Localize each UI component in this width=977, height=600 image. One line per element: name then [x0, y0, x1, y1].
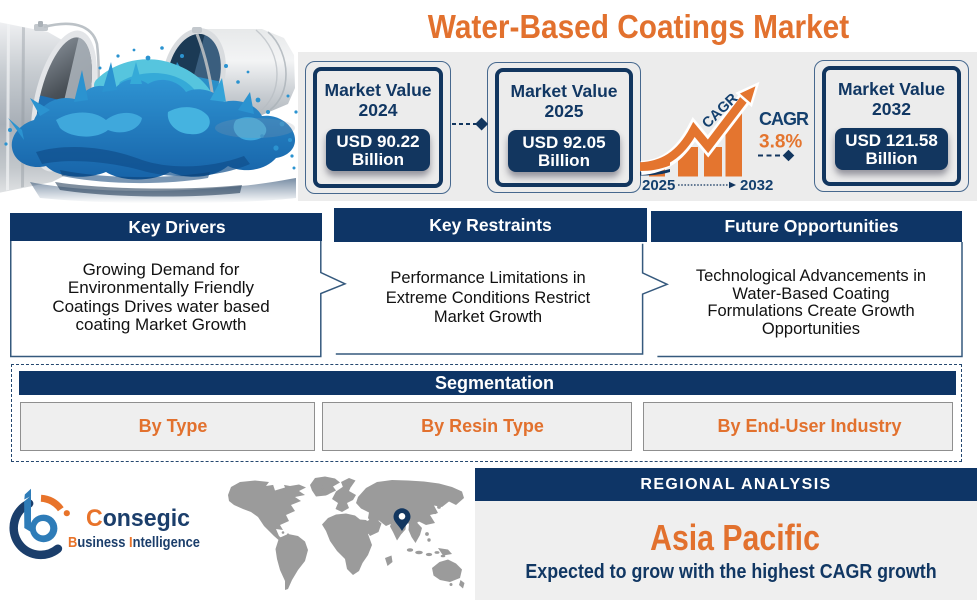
svg-text:Consegic: Consegic: [86, 505, 190, 532]
svg-text:3.8%: 3.8%: [759, 132, 802, 153]
svg-text:2025: 2025: [642, 177, 675, 194]
svg-text:CAGR: CAGR: [759, 109, 809, 129]
svg-text:2032: 2032: [740, 177, 773, 194]
svg-text:Business Intelligence: Business Intelligence: [68, 534, 200, 551]
